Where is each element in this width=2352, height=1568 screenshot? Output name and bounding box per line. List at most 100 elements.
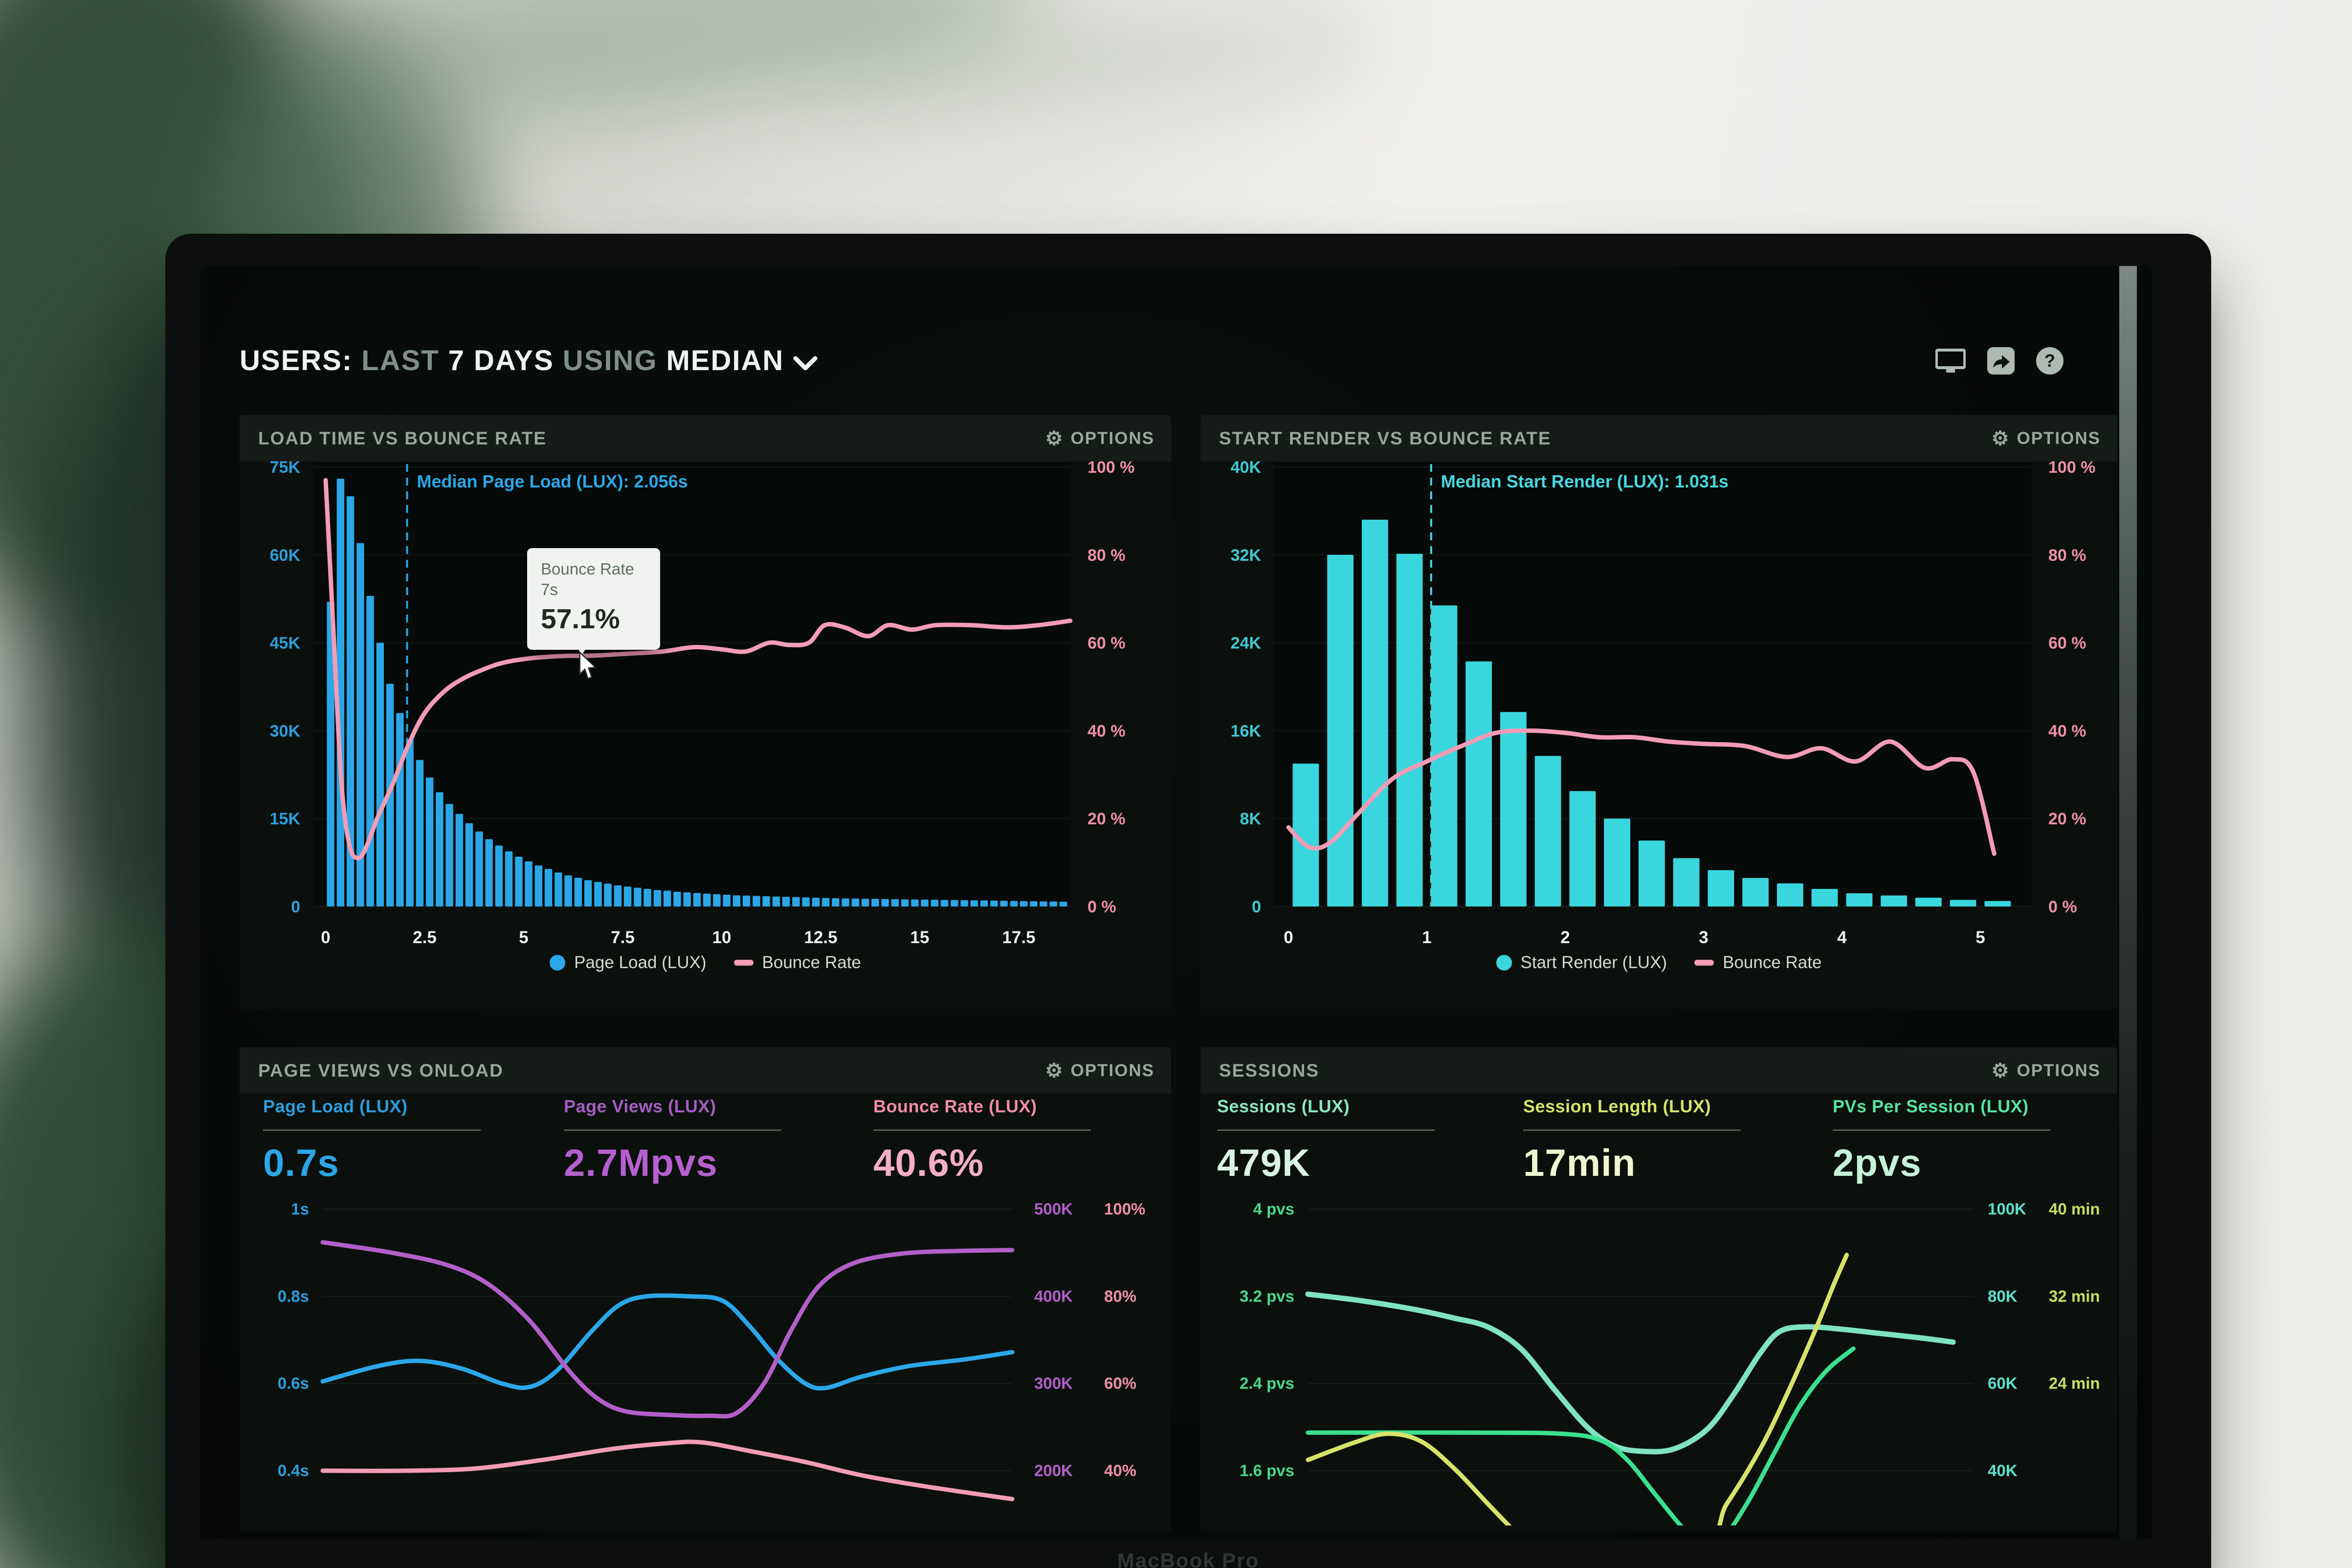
- bar: [1040, 901, 1047, 906]
- metric-session-length-lux-[interactable]: Session Length (LUX) 17min: [1523, 1096, 1807, 1185]
- bar: [1059, 902, 1067, 906]
- panel-header: START RENDER VS BOUNCE RATE ⚙ OPTIONS: [1200, 415, 2117, 462]
- bar: [842, 898, 849, 906]
- page-title[interactable]: USERS: LAST 7 DAYS USING MEDIAN: [240, 344, 818, 379]
- options-button[interactable]: ⚙ OPTIONS: [1992, 1047, 2101, 1094]
- bar: [1362, 519, 1388, 906]
- metric-value: 2pvs: [1833, 1141, 1922, 1184]
- panel-load-time-vs-bounce-rate: LOAD TIME VS BOUNCE RATE ⚙ OPTIONS 75K 100…: [240, 415, 1171, 1009]
- bar: [1292, 763, 1319, 906]
- header-icon-group: ?: [1935, 347, 2064, 377]
- bar: [861, 899, 869, 906]
- x-axis-tick: 5: [1975, 928, 1985, 947]
- median-label: Median Page Load (LUX): 2.056s: [417, 471, 688, 491]
- panel-header: LOAD TIME VS BOUNCE RATE ⚙ OPTIONS: [240, 415, 1171, 462]
- y-axis-left-tick: 24K: [1231, 634, 1262, 653]
- legend-label: Page Load (LUX): [574, 953, 707, 972]
- bar: [525, 861, 533, 906]
- title-using: USING: [562, 345, 658, 376]
- bar: [940, 900, 949, 906]
- bar: [495, 845, 503, 906]
- y-axis-left-tick: 40K: [1231, 458, 1262, 477]
- y-axis-left-tick: 0.4s: [278, 1461, 309, 1480]
- metric-sessions-lux-[interactable]: Sessions (LUX) 479K: [1217, 1096, 1501, 1185]
- metric-underline: [564, 1129, 781, 1131]
- metrics-row: Page Load (LUX) 0.7s Page Views (LUX) 2.7Mp…: [240, 1096, 1171, 1199]
- y-axis-left-tick: 0: [1252, 898, 1261, 916]
- x-axis-tick: 7.5: [611, 928, 635, 947]
- y-axis-left-tick: 30K: [270, 722, 301, 740]
- options-button[interactable]: ⚙ OPTIONS: [1045, 1047, 1154, 1094]
- y-axis-right-tick: 0 %: [1087, 898, 1116, 916]
- y-axis-left-tick: 1s: [291, 1200, 309, 1218]
- bar: [931, 900, 939, 906]
- metric-page-load-lux-[interactable]: Page Load (LUX) 0.7s: [263, 1096, 547, 1185]
- chart-tooltip: Bounce Rate 7s 57.1%: [527, 548, 660, 656]
- sessions-chart[interactable]: 4 pvs 100K 40 min 3.2 pvs 80K 32 min 2.4 pvs 60…: [1205, 1199, 2125, 1531]
- bar: [643, 889, 651, 906]
- metric-value: 17min: [1523, 1141, 1636, 1184]
- mouse-cursor-icon: [576, 651, 602, 685]
- display-icon[interactable]: [1935, 348, 1966, 376]
- load-time-chart[interactable]: 75K 100 % 60K 80 % 45K 60 % 30K 40 % 15K 20 % 0 0 %…: [249, 458, 1169, 953]
- legend-item-page-load[interactable]: Page Load (LUX): [550, 953, 707, 972]
- bar: [901, 899, 909, 906]
- y-axis-left-tick: 60K: [270, 546, 301, 565]
- metric-value: 479K: [1217, 1141, 1310, 1184]
- bar: [673, 892, 681, 906]
- page-views-chart[interactable]: 1s 500K 100% 0.8s 400K 80% 0.6s 300K 60% 0.4s 200K…: [244, 1199, 1164, 1531]
- series-line-pink: [320, 1439, 1015, 1502]
- metric-label: Page Load (LUX): [263, 1096, 408, 1116]
- y-axis-left-tick: 0.8s: [278, 1287, 309, 1305]
- x-axis-tick: 0: [321, 928, 330, 947]
- legend-item-bounce-rate[interactable]: Bounce Rate: [1694, 953, 1821, 972]
- gear-icon: ⚙: [1045, 1060, 1064, 1082]
- y-axis-right-tick: 40%: [1104, 1461, 1136, 1480]
- y-axis-left-tick: 0: [291, 898, 300, 916]
- bar: [445, 804, 453, 906]
- legend-item-start-render[interactable]: Start Render (LUX): [1496, 953, 1667, 972]
- x-axis-tick: 3: [1699, 928, 1708, 947]
- legend-item-bounce-rate[interactable]: Bounce Rate: [733, 953, 861, 972]
- y-axis-left-tick: 75K: [270, 458, 301, 477]
- share-icon[interactable]: [1987, 347, 2015, 377]
- bar: [1327, 554, 1354, 906]
- x-axis-tick: 2: [1560, 928, 1570, 947]
- legend-dash-icon: [733, 960, 754, 966]
- help-icon[interactable]: ?: [2036, 347, 2064, 377]
- median-label: Median Start Render (LUX): 1.031s: [1441, 471, 1729, 491]
- options-button[interactable]: ⚙ OPTIONS: [1045, 415, 1154, 462]
- metric-pvs-per-session-lux-[interactable]: PVs Per Session (LUX) 2pvs: [1833, 1096, 2116, 1185]
- bar: [792, 897, 800, 906]
- y-axis-right-tick: 40 %: [1087, 722, 1126, 740]
- y-axis-right-tick: 400K: [1034, 1287, 1073, 1305]
- title-median: MEDIAN: [666, 345, 784, 376]
- panel-sessions: SESSIONS ⚙ OPTIONS Sessions (LUX) 479K Sess…: [1200, 1047, 2117, 1531]
- metric-value: 0.7s: [263, 1141, 339, 1184]
- laptop-screen: USERS: LAST 7 DAYS USING MEDIAN ? LOAD TIME …: [200, 266, 2152, 1539]
- bar: [1569, 791, 1596, 906]
- y-axis-right-tick: 100 %: [2048, 458, 2095, 477]
- y-axis-right-tick: 80K: [1988, 1287, 2018, 1305]
- bar: [455, 814, 464, 906]
- bar: [1742, 878, 1769, 906]
- x-axis-tick: 15: [910, 928, 930, 947]
- y-axis-right-tick: 300K: [1034, 1374, 1073, 1392]
- bar: [584, 880, 592, 906]
- bar: [980, 900, 988, 906]
- bar: [891, 899, 899, 906]
- bar: [732, 895, 741, 906]
- x-axis-tick: 1: [1422, 928, 1431, 947]
- metric-bounce-rate-lux-[interactable]: Bounce Rate (LUX) 40.6%: [873, 1096, 1157, 1185]
- metric-underline: [873, 1129, 1091, 1131]
- metric-label: Sessions (LUX): [1217, 1096, 1350, 1116]
- bar: [762, 896, 770, 906]
- chevron-down-icon[interactable]: [793, 346, 818, 379]
- y-axis-right-tick: 200K: [1034, 1461, 1073, 1480]
- metric-page-views-lux-[interactable]: Page Views (LUX) 2.7Mpvs: [564, 1096, 847, 1185]
- start-render-chart[interactable]: 40K 100 % 32K 80 % 24K 60 % 16K 40 % 8K 20 % 0 0 % M…: [1210, 458, 2130, 953]
- bar: [515, 857, 523, 906]
- options-button[interactable]: ⚙ OPTIONS: [1992, 415, 2101, 462]
- panel-header: PAGE VIEWS VS ONLOAD ⚙ OPTIONS: [240, 1047, 1171, 1094]
- bar: [436, 792, 444, 906]
